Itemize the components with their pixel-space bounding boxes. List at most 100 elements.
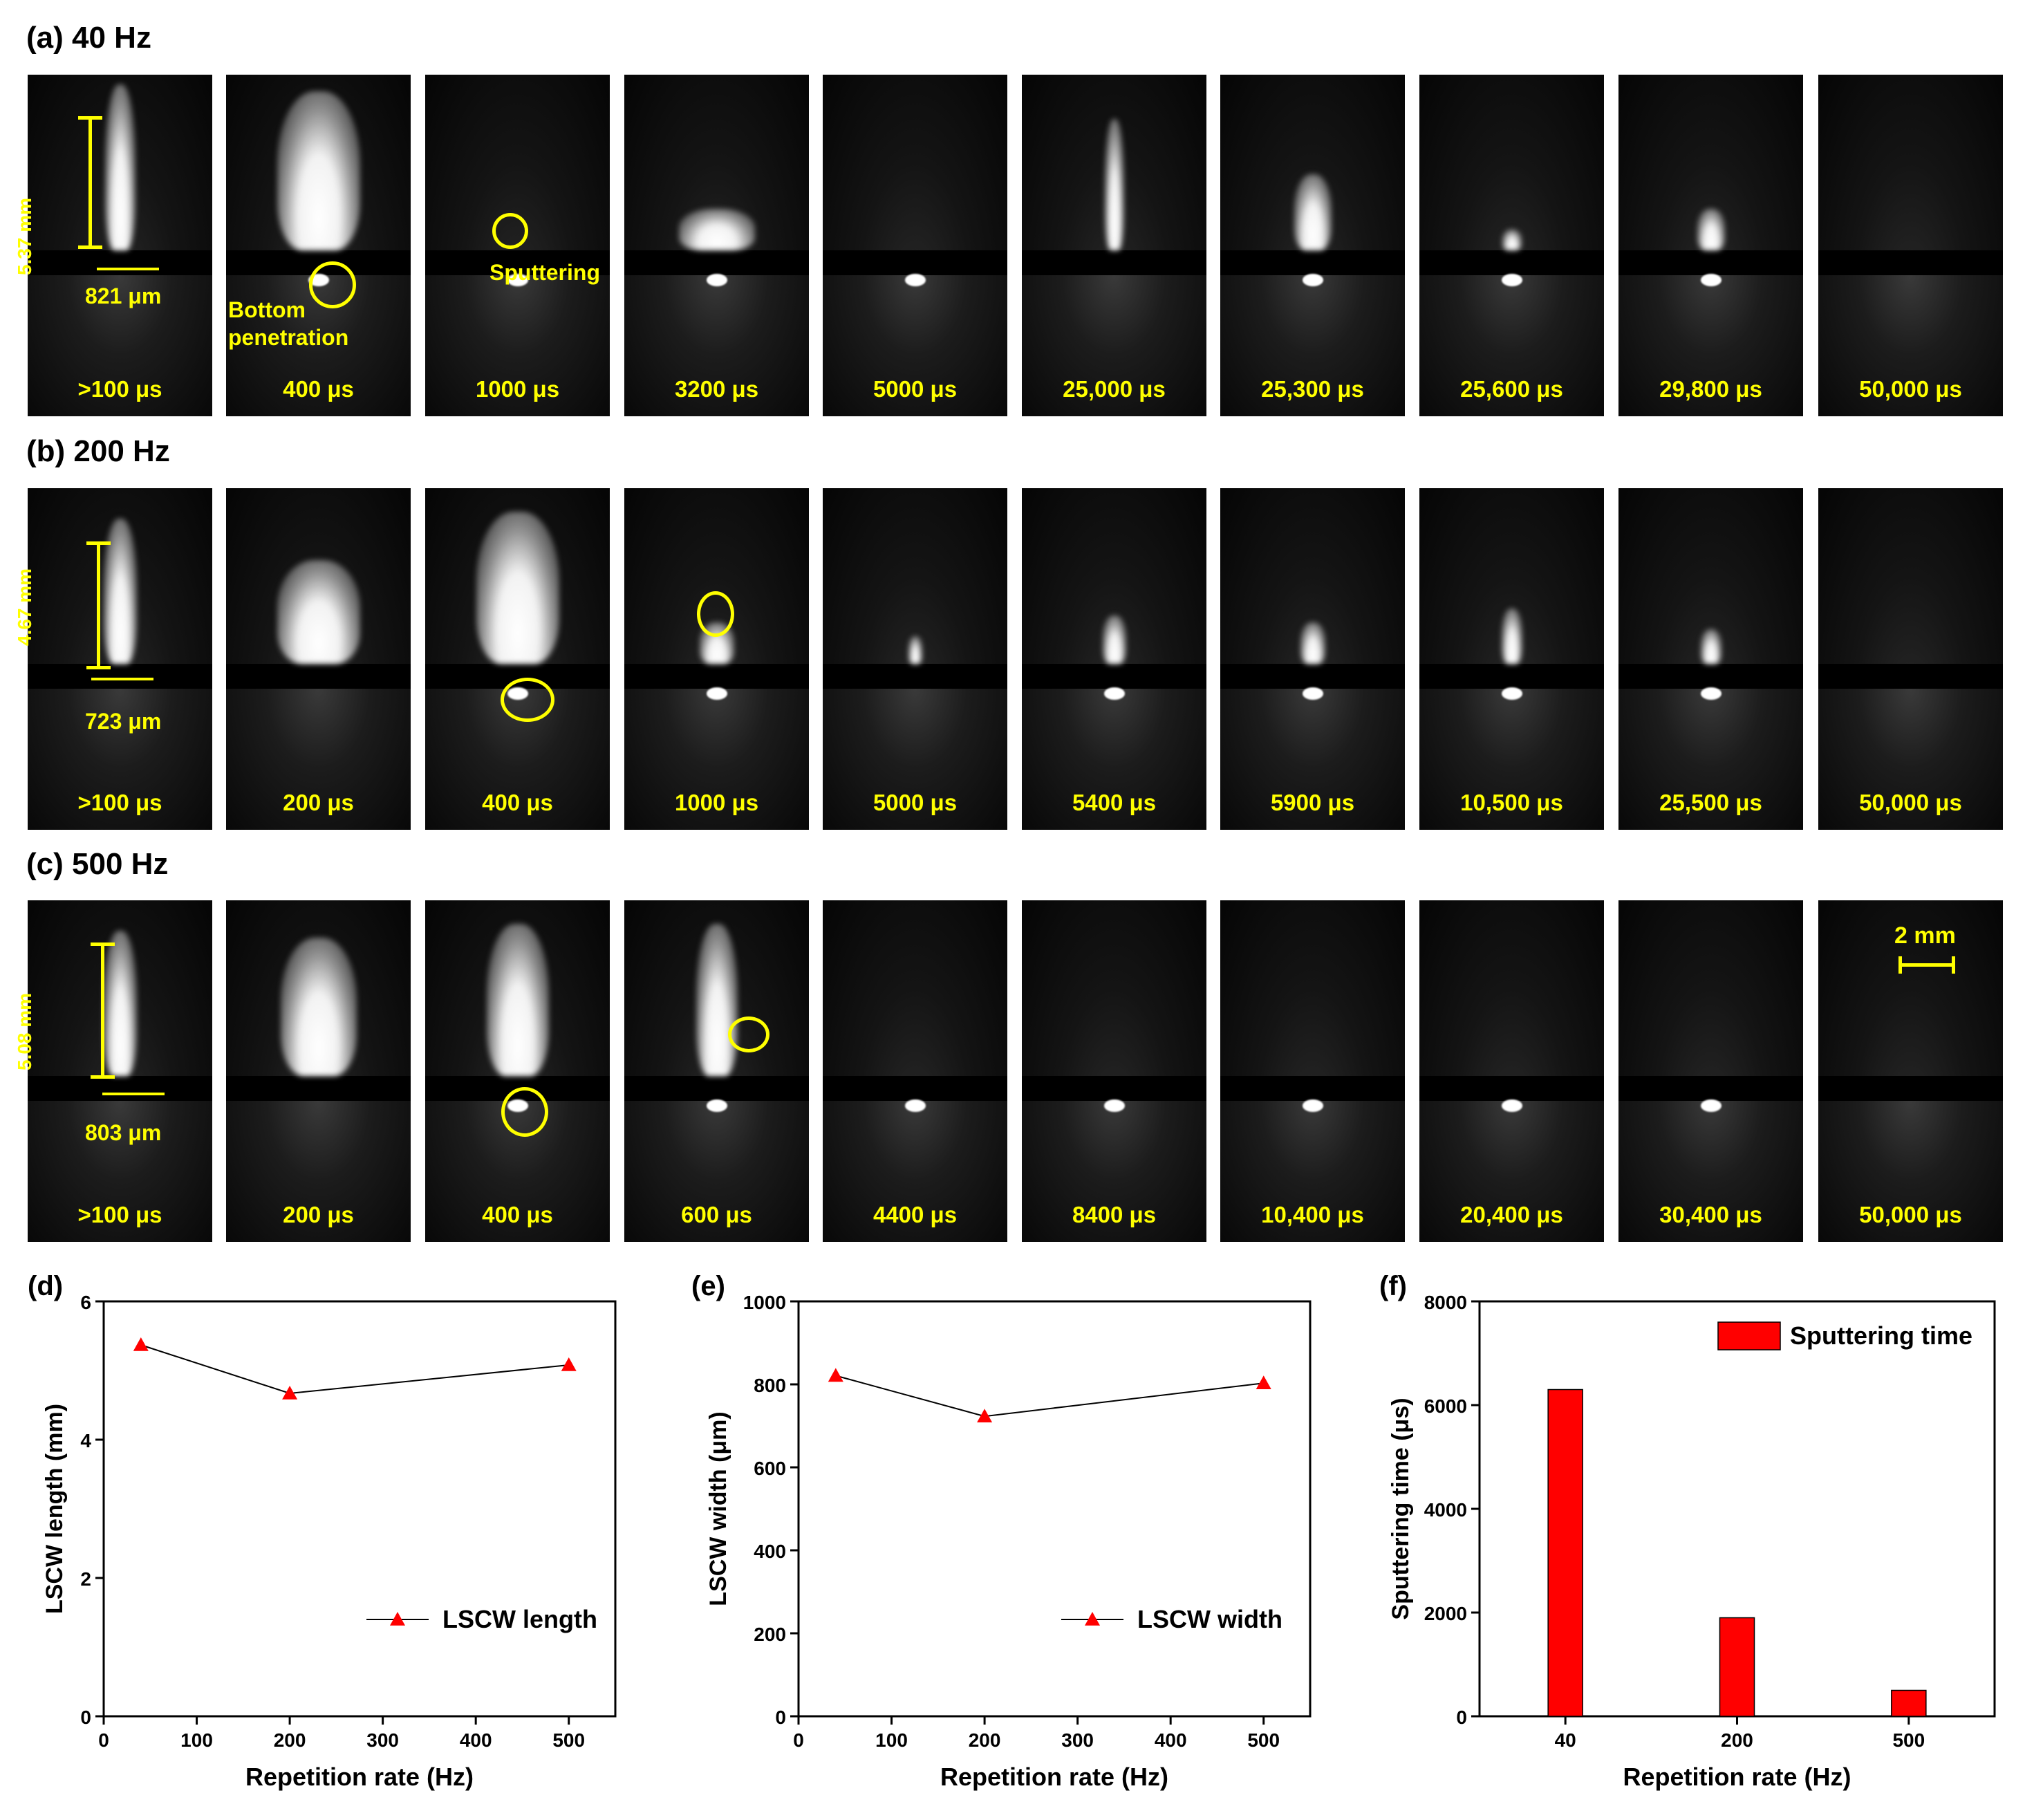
data-point [561, 1357, 577, 1371]
scale-bar-label: 2 mm [1894, 922, 1956, 949]
frame-time-label: >100 μs [77, 1202, 162, 1227]
frame-time-label: 5000 μs [873, 790, 958, 815]
length-cap-bottom-c [91, 1075, 115, 1079]
plasma-plume [486, 924, 549, 1076]
frame-image: 50,000 μs [1818, 75, 2003, 416]
width-measure-b: 723 μm [85, 709, 162, 734]
frame-time-label: 400 μs [283, 376, 354, 402]
frame-image: 1000 μs [624, 488, 809, 830]
frame-workpiece-edge [1419, 1076, 1604, 1101]
frame-substrate [1220, 275, 1405, 416]
frame-workpiece-edge [624, 250, 809, 275]
width-arrow-c [102, 1093, 165, 1095]
plasma-plume [696, 924, 738, 1076]
frame-time-label: 25,000 μs [1063, 376, 1166, 402]
x-tick-label: 500 [552, 1729, 585, 1751]
frame-image: 10,400 μs [1220, 900, 1405, 1242]
plasma-plume [476, 512, 559, 664]
frame-substrate [1618, 275, 1803, 416]
frame-workpiece-edge [1618, 664, 1803, 689]
frame-workpiece-edge [1022, 250, 1206, 275]
plasma-plume [103, 519, 137, 664]
molten-droplet [1700, 1099, 1722, 1112]
frame-time-label: 4400 μs [873, 1202, 958, 1227]
series-line [835, 1375, 1264, 1418]
x-tick-label: 400 [460, 1729, 492, 1751]
y-tick-label: 6000 [1424, 1395, 1467, 1417]
frame-image: 25,500 μs [1618, 488, 1803, 830]
frame-substrate [823, 1101, 1007, 1242]
molten-droplet [507, 274, 528, 286]
length-cap-bottom-b [86, 666, 111, 669]
x-tick-label: 200 [1721, 1729, 1753, 1751]
x-axis-label: Repetition rate (Hz) [245, 1763, 474, 1791]
frame-substrate [1022, 275, 1206, 416]
panel-label: (e) [691, 1271, 725, 1301]
legend-swatch [1717, 1321, 1781, 1350]
frame-time-label: 25,600 μs [1460, 376, 1563, 402]
frame-substrate [823, 689, 1007, 830]
length-measure-b: 4.67 mm [14, 568, 35, 646]
frame-image: 3200 μs [624, 75, 809, 416]
molten-droplet [706, 687, 727, 700]
frame-time-label: 400 μs [482, 790, 553, 815]
frame-time-label: 600 μs [681, 1202, 752, 1227]
molten-droplet [1501, 687, 1522, 700]
frame-time-label: 25,500 μs [1659, 790, 1762, 815]
panel-label: (d) [28, 1271, 63, 1301]
molten-droplet [904, 274, 926, 286]
bottom-penetration-circle-c [501, 1087, 548, 1137]
frame-time-label: 5000 μs [873, 376, 958, 402]
frame-workpiece-edge [1618, 250, 1803, 275]
x-tick-label: 200 [274, 1729, 306, 1751]
sputtering-circle-b [697, 591, 734, 637]
frame-image: 5900 μs [1220, 488, 1405, 830]
series-line [140, 1344, 569, 1395]
y-tick-label: 600 [754, 1458, 786, 1479]
length-cap-top-c [91, 943, 115, 946]
y-tick-label: 2 [80, 1568, 91, 1590]
frame-workpiece-edge [823, 250, 1007, 275]
molten-droplet [1501, 1099, 1522, 1112]
length-measure-c: 5.08 mm [14, 992, 35, 1070]
frame-substrate [1618, 1101, 1803, 1242]
frame-workpiece-edge [1419, 664, 1604, 689]
row-label-a: (a) 40 Hz [26, 21, 151, 55]
frame-substrate [28, 1101, 212, 1242]
legend-label: LSCW length [442, 1605, 597, 1633]
frame-workpiece-edge [624, 664, 809, 689]
length-measure-a: 5.37 mm [14, 197, 35, 275]
bar [1719, 1617, 1755, 1717]
frame-time-label: >100 μs [77, 376, 162, 402]
sputtering-label: Sputtering [489, 260, 600, 285]
plasma-plume [104, 84, 136, 250]
frame-time-label: 200 μs [283, 790, 354, 815]
data-point [282, 1386, 298, 1400]
frame-image: 25,300 μs [1220, 75, 1405, 416]
legend-label: Sputtering time [1790, 1321, 1972, 1350]
plasma-plume [1294, 174, 1332, 250]
frame-time-label: 50,000 μs [1859, 1202, 1962, 1227]
frame-substrate [28, 689, 212, 830]
chart-d: (d) 0 2 4 6 LSCW length (mm) Repetition rate (… [28, 1271, 617, 1791]
frame-time-label: 50,000 μs [1859, 790, 1962, 815]
width-arrow-a [97, 268, 159, 270]
frame-time-label: 29,800 μs [1659, 376, 1762, 402]
frame-time-label: 10,500 μs [1460, 790, 1563, 815]
molten-droplet [1302, 1099, 1323, 1112]
frame-time-label: 5400 μs [1072, 790, 1157, 815]
x-tick-label: 0 [793, 1729, 804, 1751]
bar [1891, 1689, 1927, 1717]
frame-workpiece-edge [226, 664, 411, 689]
y-tick-label: 2000 [1424, 1603, 1467, 1624]
frame-image: 10,500 μs [1419, 488, 1604, 830]
plasma-plume [280, 938, 357, 1076]
molten-droplet [1302, 687, 1323, 700]
molten-droplet [1501, 274, 1522, 286]
frame-time-label: 200 μs [283, 1202, 354, 1227]
legend-marker [390, 1612, 405, 1626]
frame-time-label: 20,400 μs [1460, 1202, 1563, 1227]
plasma-plume [678, 209, 755, 250]
x-tick-label: 300 [1061, 1729, 1094, 1751]
y-axis-label: Sputtering time (μs) [1388, 1398, 1414, 1619]
